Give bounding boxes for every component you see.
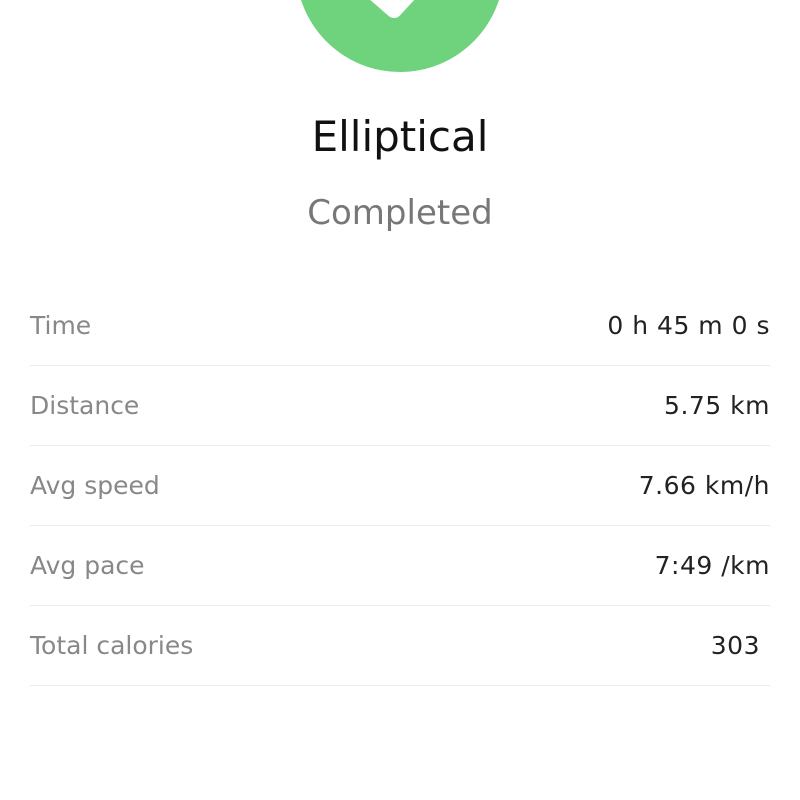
stat-value: 303 [710,631,760,660]
stat-label: Distance [30,391,140,420]
stat-row-time: Time 0 h 45 m 0 s [30,286,770,366]
stat-label: Avg pace [30,551,145,580]
stat-value: 7:49 /km [654,551,770,580]
stat-label: Time [30,311,92,340]
completed-badge [296,0,504,72]
stat-label: Total calories [30,631,194,660]
workout-title: Elliptical [311,112,489,161]
stat-value: 0 h 45 m 0 s [607,311,770,340]
stat-row-total-calories: Total calories 303 [30,606,770,686]
stat-value: 5.75 km [664,391,770,420]
checkmark-icon [370,0,415,18]
stat-row-distance: Distance 5.75 km [30,366,770,446]
stat-row-avg-speed: Avg speed 7.66 km/h [30,446,770,526]
workout-status: Completed [307,193,493,233]
stats-list: Time 0 h 45 m 0 s Distance 5.75 km Avg s… [30,286,770,686]
stat-row-avg-pace: Avg pace 7:49 /km [30,526,770,606]
stat-label: Avg speed [30,471,160,500]
stat-value: 7.66 km/h [638,471,770,500]
